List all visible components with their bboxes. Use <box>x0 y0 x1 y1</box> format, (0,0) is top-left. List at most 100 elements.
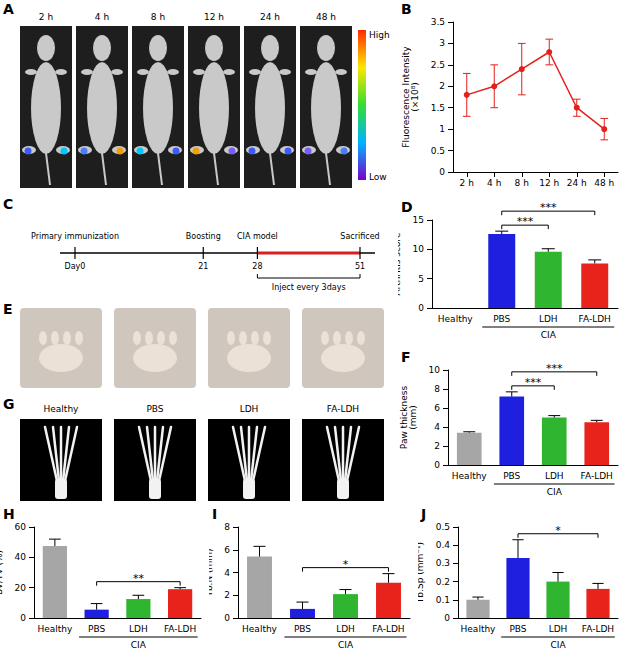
svg-text:CIA: CIA <box>547 487 563 497</box>
svg-text:LDH: LDH <box>240 404 259 414</box>
svg-text:6: 6 <box>434 403 440 413</box>
html-text:H: H <box>3 506 15 522</box>
svg-text:Healthy: Healthy <box>438 314 474 324</box>
svg-text:0.4: 0.4 <box>436 540 451 550</box>
svg-text:4 h: 4 h <box>95 12 109 22</box>
svg-text:BV/TV (%): BV/TV (%) <box>0 550 4 595</box>
svg-text:PBS: PBS <box>294 624 311 634</box>
svg-text:FA-LDH: FA-LDH <box>581 471 613 481</box>
svg-text:(mm): (mm) <box>408 405 418 430</box>
svg-text:LDH: LDH <box>129 624 148 634</box>
svg-text:FA-LDH: FA-LDH <box>372 624 404 634</box>
svg-text:20: 20 <box>15 583 27 593</box>
svg-text:60: 60 <box>15 522 27 532</box>
svg-text:***: *** <box>540 201 557 214</box>
svg-text:0: 0 <box>224 613 230 623</box>
svg-text:2.5: 2.5 <box>431 60 445 70</box>
svg-text:FA-LDH: FA-LDH <box>582 624 614 634</box>
svg-text:Inject every 3days: Inject every 3days <box>272 283 346 292</box>
svg-text:***: *** <box>517 215 534 228</box>
svg-text:10: 10 <box>413 244 425 254</box>
svg-text:8 h: 8 h <box>515 178 529 188</box>
svg-text:PBS: PBS <box>503 471 520 481</box>
svg-text:6: 6 <box>224 545 230 555</box>
svg-text:5: 5 <box>418 274 424 284</box>
svg-text:2 h: 2 h <box>39 12 53 22</box>
svg-text:48 h: 48 h <box>594 178 614 188</box>
svg-text:40: 40 <box>15 552 27 562</box>
svg-text:CIA: CIA <box>338 640 354 650</box>
svg-text:21: 21 <box>198 262 208 271</box>
svg-text:LDH: LDH <box>539 314 558 324</box>
svg-text:PBS: PBS <box>493 314 510 324</box>
svg-text:**: ** <box>133 572 145 585</box>
svg-text:(×10⁸): (×10⁸) <box>410 82 420 112</box>
svg-text:28: 28 <box>252 262 262 271</box>
svg-text:3.5: 3.5 <box>431 17 445 27</box>
svg-text:Healthy: Healthy <box>44 404 80 414</box>
svg-text:CIA: CIA <box>550 640 566 650</box>
svg-text:FA-LDH: FA-LDH <box>579 314 611 324</box>
svg-text:3: 3 <box>439 38 445 48</box>
svg-text:PBS: PBS <box>146 404 163 414</box>
html-text:D: D <box>401 199 413 215</box>
svg-text:Day0: Day0 <box>65 262 86 271</box>
svg-text:*: * <box>555 524 561 537</box>
svg-text:Healthy: Healthy <box>461 624 497 634</box>
svg-text:0: 0 <box>444 613 450 623</box>
svg-text:LDH: LDH <box>549 624 568 634</box>
svg-text:1.5: 1.5 <box>431 103 445 113</box>
svg-text:Sacrificed: Sacrificed <box>340 232 379 241</box>
svg-text:0.2: 0.2 <box>436 577 450 587</box>
svg-text:4 h: 4 h <box>487 178 501 188</box>
svg-text:***: *** <box>546 362 563 375</box>
svg-text:15: 15 <box>413 215 424 225</box>
svg-text:1: 1 <box>439 124 445 134</box>
svg-text:48 h: 48 h <box>316 12 336 22</box>
svg-text:24 h: 24 h <box>260 12 280 22</box>
svg-text:4: 4 <box>224 568 230 578</box>
svg-text:2: 2 <box>439 81 445 91</box>
svg-text:Arthritis score: Arthritis score <box>398 232 402 296</box>
svg-text:PBS: PBS <box>509 624 526 634</box>
svg-text:CIA model: CIA model <box>237 232 278 241</box>
svg-text:Healthy: Healthy <box>37 624 73 634</box>
svg-text:0: 0 <box>418 303 424 313</box>
svg-text:0.3: 0.3 <box>436 558 450 568</box>
svg-text:***: *** <box>525 376 542 389</box>
svg-text:51: 51 <box>355 262 365 271</box>
svg-text:8: 8 <box>434 384 440 394</box>
svg-text:10: 10 <box>429 365 441 375</box>
svg-text:CIA: CIA <box>541 330 557 340</box>
svg-text:Boosting: Boosting <box>186 232 221 241</box>
svg-text:2 h: 2 h <box>460 178 474 188</box>
svg-text:CIA: CIA <box>131 640 147 650</box>
svg-text:LDH: LDH <box>545 471 564 481</box>
svg-text:Tb.N (mm): Tb.N (mm) <box>209 548 214 597</box>
svg-text:0: 0 <box>20 613 26 623</box>
svg-text:LDH: LDH <box>336 624 355 634</box>
svg-text:12 h: 12 h <box>204 12 224 22</box>
svg-text:8 h: 8 h <box>151 12 165 22</box>
svg-text:0.1: 0.1 <box>436 595 450 605</box>
svg-text:2: 2 <box>224 590 230 600</box>
svg-text:4: 4 <box>434 422 440 432</box>
svg-text:2: 2 <box>434 441 440 451</box>
svg-text:0.5: 0.5 <box>436 522 450 532</box>
svg-text:FA-LDH: FA-LDH <box>327 404 359 414</box>
svg-text:FA-LDH: FA-LDH <box>164 624 196 634</box>
svg-text:0: 0 <box>439 167 445 177</box>
svg-text:8: 8 <box>224 522 230 532</box>
svg-text:Healthy: Healthy <box>452 471 488 481</box>
svg-text:*: * <box>343 558 349 571</box>
svg-text:12 h: 12 h <box>539 178 559 188</box>
svg-text:Tb.Sp (mm⁻¹): Tb.Sp (mm⁻¹) <box>418 542 425 604</box>
svg-text:Healthy: Healthy <box>242 624 278 634</box>
svg-text:Primary immunization: Primary immunization <box>31 232 119 241</box>
svg-text:High: High <box>369 30 390 40</box>
svg-text:0.5: 0.5 <box>431 146 445 156</box>
svg-text:24 h: 24 h <box>567 178 587 188</box>
svg-text:PBS: PBS <box>88 624 105 634</box>
svg-text:0: 0 <box>434 460 440 470</box>
svg-text:Low: Low <box>369 172 387 182</box>
